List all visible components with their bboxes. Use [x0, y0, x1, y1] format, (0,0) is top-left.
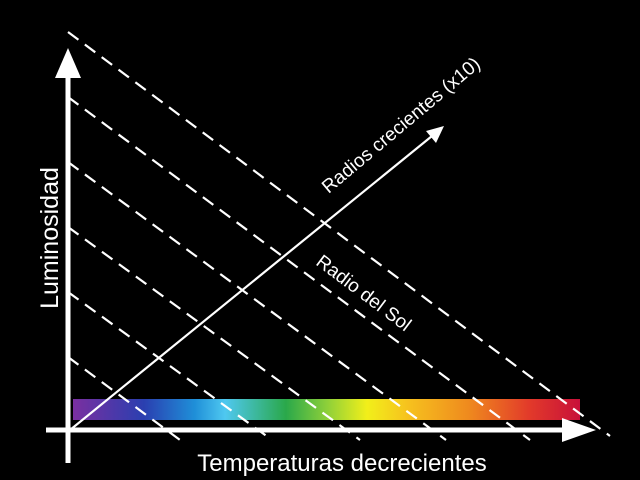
iso-radius-line	[67, 96, 531, 441]
temperature-spectrum-bar	[73, 399, 580, 420]
iso-radius-lines	[67, 31, 611, 441]
iso-radius-line	[67, 226, 361, 441]
x-axis-label: Temperaturas decrecientes	[197, 450, 486, 477]
sun-radius-label: Radio del Sol	[312, 251, 415, 336]
radius-arrow-label: Radios crecientes (x10)	[318, 54, 484, 198]
iso-radius-line	[67, 291, 273, 441]
iso-radius-line	[67, 356, 181, 441]
radius-arrow-head	[426, 126, 444, 143]
iso-radius-line	[67, 31, 611, 437]
y-axis-arrowhead	[55, 48, 81, 78]
radius-arrow-shaft	[69, 135, 433, 431]
y-axis-label: Luminosidad	[36, 167, 64, 309]
iso-radius-line	[67, 161, 447, 441]
x-axis-arrowhead	[562, 418, 596, 442]
